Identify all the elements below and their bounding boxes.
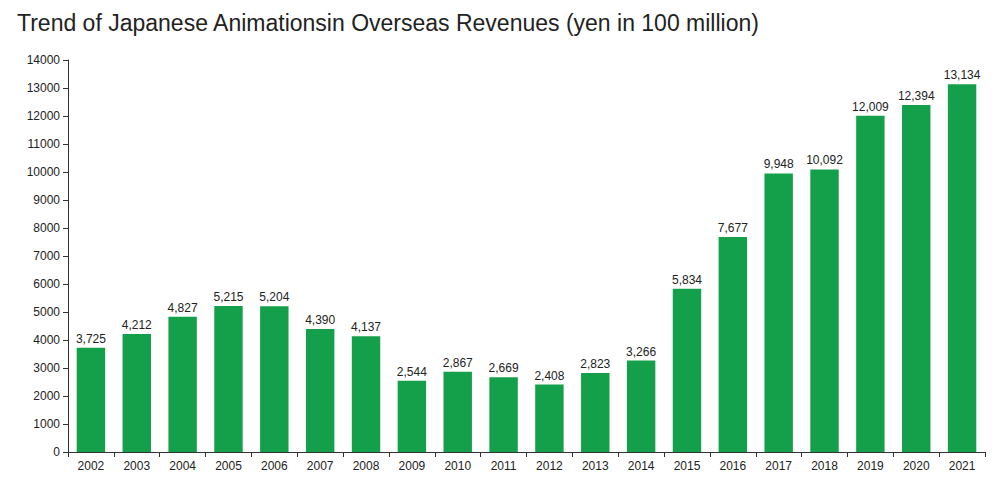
svg-text:5000: 5000: [33, 305, 60, 319]
svg-text:2003: 2003: [123, 459, 150, 473]
svg-text:12,394: 12,394: [898, 89, 935, 103]
svg-text:2,669: 2,669: [489, 361, 519, 375]
svg-text:0: 0: [53, 445, 60, 459]
svg-text:3000: 3000: [33, 361, 60, 375]
svg-text:2010: 2010: [444, 459, 471, 473]
svg-text:5,204: 5,204: [259, 290, 289, 304]
svg-text:3,266: 3,266: [626, 345, 656, 359]
svg-text:2014: 2014: [628, 459, 655, 473]
svg-text:2013: 2013: [582, 459, 609, 473]
svg-text:Trend of Japanese Animationsin: Trend of Japanese Animationsin Overseas …: [17, 10, 759, 36]
svg-text:2,408: 2,408: [534, 369, 564, 383]
svg-text:9,948: 9,948: [764, 157, 794, 171]
svg-text:2011: 2011: [491, 459, 517, 473]
svg-text:8000: 8000: [33, 221, 60, 235]
svg-text:2021: 2021: [949, 459, 976, 473]
svg-text:2004: 2004: [169, 459, 196, 473]
svg-text:14000: 14000: [27, 53, 61, 67]
svg-text:4000: 4000: [33, 333, 60, 347]
svg-text:3,725: 3,725: [76, 332, 106, 346]
svg-text:2002: 2002: [78, 459, 105, 473]
svg-text:2008: 2008: [353, 459, 380, 473]
svg-text:2,823: 2,823: [580, 357, 610, 371]
svg-text:2016: 2016: [719, 459, 746, 473]
svg-text:4,137: 4,137: [351, 320, 381, 334]
svg-text:2007: 2007: [307, 459, 334, 473]
svg-text:1000: 1000: [33, 417, 60, 431]
svg-text:9000: 9000: [33, 193, 60, 207]
svg-text:2015: 2015: [674, 459, 701, 473]
svg-text:2,867: 2,867: [443, 356, 473, 370]
svg-text:11000: 11000: [28, 137, 61, 151]
svg-text:12000: 12000: [27, 109, 61, 123]
svg-text:4,212: 4,212: [122, 318, 152, 332]
svg-text:4,827: 4,827: [168, 301, 198, 315]
svg-text:10,092: 10,092: [806, 153, 843, 167]
svg-text:5,834: 5,834: [672, 273, 702, 287]
svg-text:7000: 7000: [33, 249, 60, 263]
svg-text:13000: 13000: [27, 81, 61, 95]
svg-text:2005: 2005: [215, 459, 242, 473]
svg-text:2020: 2020: [903, 459, 930, 473]
svg-text:4,390: 4,390: [305, 313, 335, 327]
svg-text:7,677: 7,677: [718, 221, 748, 235]
svg-text:2006: 2006: [261, 459, 288, 473]
svg-text:2019: 2019: [857, 459, 884, 473]
svg-text:10000: 10000: [27, 165, 61, 179]
svg-text:2018: 2018: [811, 459, 838, 473]
svg-text:2012: 2012: [536, 459, 563, 473]
svg-text:2017: 2017: [765, 459, 792, 473]
svg-text:2,544: 2,544: [397, 365, 427, 379]
svg-text:2000: 2000: [33, 389, 60, 403]
svg-text:6000: 6000: [33, 277, 60, 291]
svg-text:12,009: 12,009: [852, 100, 889, 114]
svg-text:2009: 2009: [399, 459, 426, 473]
svg-text:13,134: 13,134: [944, 68, 981, 82]
svg-text:5,215: 5,215: [213, 290, 243, 304]
